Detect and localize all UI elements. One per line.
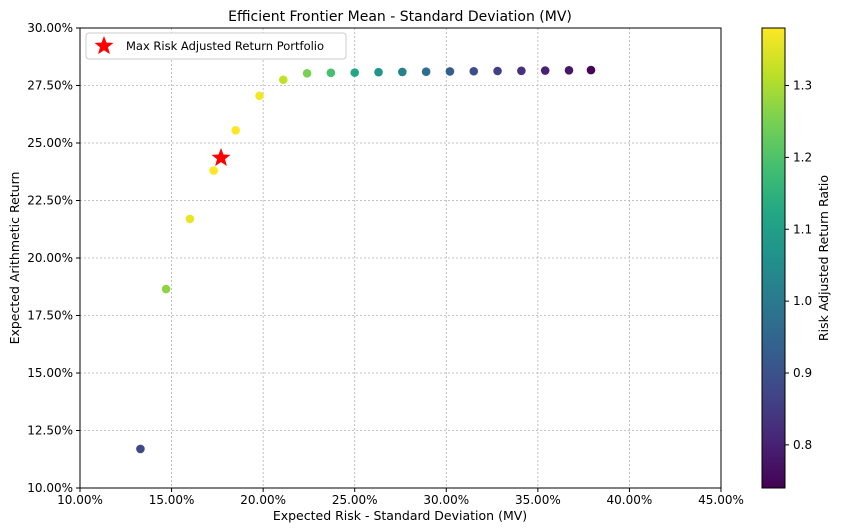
scatter-point [185, 214, 195, 224]
scatter-point [255, 91, 264, 101]
grid [80, 28, 721, 488]
y-tick-label: 27.50% [27, 79, 73, 93]
scatter-point [350, 68, 360, 77]
scatter-point [586, 65, 596, 75]
colorbar-tick-label: 1.2 [793, 150, 812, 164]
legend-label: Max Risk Adjusted Return Portfolio [126, 39, 324, 53]
scatter-point [326, 68, 336, 78]
x-axis-label: Expected Risk - Standard Deviation (MV) [273, 508, 527, 523]
scatter-point [469, 66, 479, 76]
scatter-point [374, 67, 383, 77]
y-axis-label: Expected Arithmetic Return [7, 172, 22, 345]
colorbar-label: Risk Adjusted Return Ratio [816, 175, 831, 341]
colorbar-ticks: 0.8 0.9 1.0 1.1 1.2 1.3 [785, 79, 812, 452]
x-tick-label: 10.00% [57, 493, 103, 507]
scatter-point [445, 67, 455, 76]
y-tick-label: 12.50% [27, 424, 73, 438]
y-tick-label: 15.00% [27, 366, 73, 380]
x-tick-label: 35.00% [515, 493, 561, 507]
max-risk-adjusted-star-marker [211, 147, 231, 167]
scatter-point [517, 66, 526, 76]
scatter-point [540, 66, 550, 75]
legend: Max Risk Adjusted Return Portfolio [85, 32, 347, 60]
scatter-point [421, 67, 431, 76]
scatter-point [136, 444, 145, 454]
scatter-point [209, 166, 218, 175]
colorbar-tick-label: 1.0 [793, 294, 812, 308]
x-tick-label: 15.00% [149, 493, 195, 507]
x-ticks: 10.00% 15.00% 20.00% 25.00% 30.00% 35.00% 40.0… [57, 488, 744, 507]
scatter-point [564, 66, 574, 75]
legend-box [85, 32, 347, 60]
colorbar: 0.8 0.9 1.0 1.1 1.2 1.3 Risk Adjusted Return … [761, 27, 831, 489]
scatter-point [493, 66, 502, 76]
x-tick-label: 25.00% [332, 493, 378, 507]
y-tick-label: 22.50% [27, 194, 73, 208]
y-tick-label: 25.00% [27, 136, 73, 150]
y-tick-label: 30.00% [27, 21, 73, 35]
y-tick-label: 20.00% [27, 251, 73, 265]
colorbar-tick-label: 0.8 [793, 438, 812, 452]
legend-star-marker [94, 36, 114, 55]
scatter-point [231, 126, 240, 135]
x-tick-label: 40.00% [607, 493, 653, 507]
y-tick-label: 17.50% [27, 309, 73, 323]
y-tick-label: 10.00% [27, 481, 73, 495]
colorbar-tick-label: 1.3 [793, 79, 812, 93]
x-tick-label: 30.00% [423, 493, 469, 507]
y-ticks: 10.00% 12.50% 15.00% 17.50% 20.00% 22.50% 25.0… [27, 21, 80, 495]
colorbar-tick-label: 1.1 [793, 222, 812, 236]
data-points [136, 65, 596, 454]
x-tick-label: 45.00% [698, 493, 744, 507]
scatter-point [278, 75, 288, 85]
scatter-point [161, 284, 171, 294]
scatter-point [398, 67, 407, 77]
colorbar-gradient [761, 27, 786, 489]
scatter-point [302, 69, 312, 78]
colorbar-tick-label: 0.9 [793, 366, 812, 380]
x-tick-label: 20.00% [240, 493, 286, 507]
chart-title: Efficient Frontier Mean - Standard Devia… [228, 9, 572, 25]
